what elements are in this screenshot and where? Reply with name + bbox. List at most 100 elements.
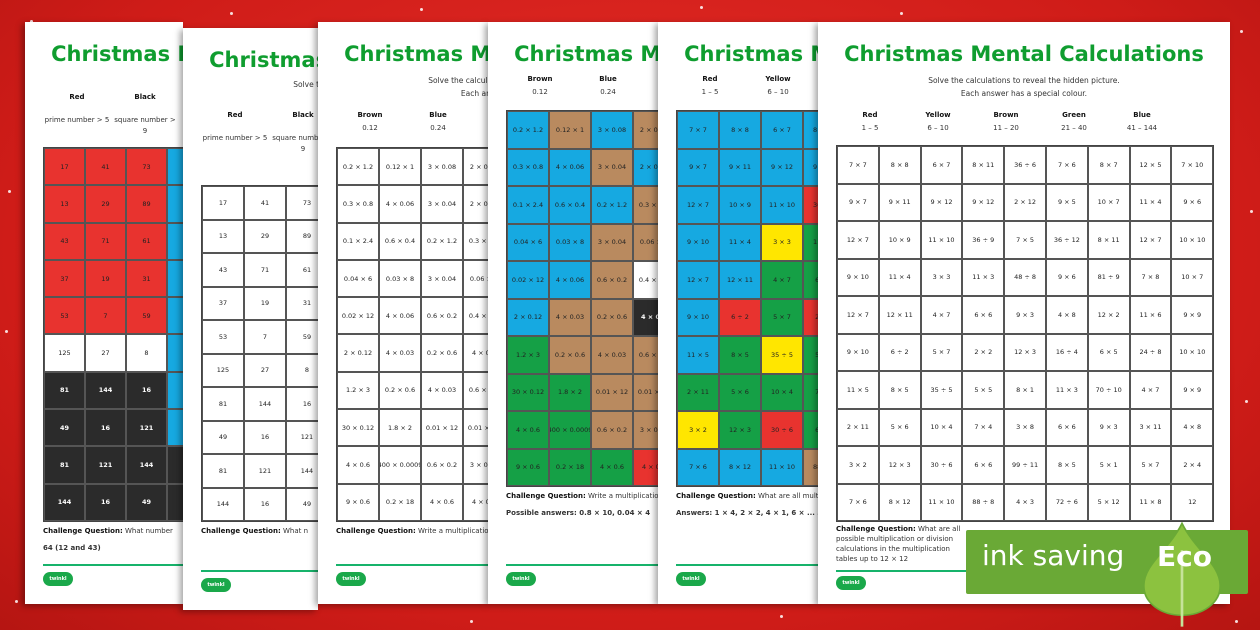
grid-cell: 9 × 3: [1087, 408, 1130, 446]
challenge-label: Challenge Question:: [43, 527, 123, 535]
challenge-text: What are all possible multiplication or …: [836, 525, 961, 563]
grid-cell: 0.1 × 2.4: [507, 186, 549, 224]
twinkl-logo: twinkl: [43, 572, 73, 586]
calculation-grid: 17 41 73 13 29 89 43 71 61 37 19 31 53 7 59 125 27 8 81 144…: [201, 185, 318, 522]
grid-cell: 6 × 6: [803, 411, 818, 449]
grid-cell: 12 × 3: [719, 411, 761, 449]
grid-cell: 7 × 6: [1045, 146, 1088, 184]
grid-cell: 125: [202, 353, 244, 387]
grid-cell: [167, 409, 183, 447]
instructions-line: Solve the calculations to reveal the hid…: [928, 76, 1120, 85]
colour-range: 6 – 10: [927, 124, 949, 132]
challenge-label: Challenge Question:: [836, 525, 916, 533]
challenge-text: What number: [125, 527, 173, 535]
instructions-line: Solve the calculations to reveal the hid…: [293, 80, 318, 89]
colour-name: Yellow: [925, 111, 951, 119]
grid-cell: [167, 222, 183, 260]
grid-cell: 81: [44, 371, 85, 410]
footer-divider: [676, 564, 818, 566]
grid-cell: 37: [202, 286, 244, 320]
grid-cell: 12 × 7: [677, 261, 719, 299]
worksheet-title: Christmas Mental Calculations: [684, 42, 818, 66]
grid-cell: 4 × 0.06: [549, 148, 591, 186]
grid-cell: 6 × 6: [962, 446, 1005, 484]
calculation-grid: 7 × 78 × 86 × 78 × 119 × 79 × 119 × 129 …: [676, 110, 818, 487]
grid-cell: 17: [202, 186, 244, 220]
grid-cell: 4 × 3: [1004, 483, 1046, 521]
grid-cell: 0.2 × 0.6: [421, 334, 463, 372]
challenge-question: Challenge Question: What are all multipl…: [676, 490, 818, 520]
worksheet-title: Christmas Mental Calculations: [209, 48, 318, 72]
grid-cell: 12: [1171, 483, 1214, 521]
colour-key-item: Red 1 – 5: [676, 72, 744, 98]
grid-cell: 7 × 10: [1171, 146, 1214, 184]
grid-cell: 9 × 10: [677, 298, 719, 336]
grid-cell: 0.4 × 0.5: [463, 297, 488, 335]
grid-cell: 144: [85, 371, 126, 410]
grid-cell: 11 × 3: [1045, 371, 1088, 409]
grid-cell: 49: [126, 483, 167, 521]
footer-divider: [43, 564, 183, 566]
grid-cell: 29: [85, 185, 126, 223]
grid-cell: 0.01 × 12: [463, 409, 488, 447]
challenge-question: Challenge Question: What n: [201, 525, 318, 538]
grid-cell: 4 × 0.03: [549, 298, 591, 336]
grid-cell: 10 × 4: [761, 373, 803, 411]
grid-cell: 11 × 8: [1129, 483, 1172, 521]
worksheet-sheet-tables-coloured[interactable]: Christmas Mental Calculations Red 1 – 5 Yel…: [658, 22, 818, 604]
grid-cell: 81: [202, 454, 244, 488]
grid-cell: 6 × 7: [920, 146, 963, 184]
grid-cell: 0.6 × 0.2: [421, 446, 463, 484]
grid-cell: 4 × 8: [1171, 408, 1214, 446]
challenge-text: What are all multiplication tables up to…: [758, 492, 818, 500]
grid-cell: 16: [244, 487, 286, 521]
grid-cell: 0.3 × 0.4: [633, 186, 658, 224]
grid-cell: 49: [286, 487, 318, 521]
grid-cell: 144: [126, 446, 167, 484]
grid-cell: 5 × 5: [803, 336, 818, 374]
grid-cell: 5 × 7: [920, 333, 963, 371]
grid-cell: 59: [286, 320, 318, 354]
grid-cell: 36 ÷ 9: [803, 186, 818, 224]
grid-cell: 2 × 0.12: [337, 334, 379, 372]
worksheet-sheet-primes-coloured[interactable]: Christmas Mental Calculations Red prime nu…: [25, 22, 183, 604]
grid-cell: 9 × 10: [837, 333, 879, 371]
grid-cell: 70 ÷ 10: [1087, 371, 1130, 409]
grid-cell: 121: [85, 446, 126, 484]
grid-cell: 8 × 5: [719, 336, 761, 374]
worksheet-sheet-decimals-coloured[interactable]: Christmas Mental Calculations Brown 0.12 Bl…: [488, 22, 658, 604]
grid-cell: 0.6 × 0.4: [549, 186, 591, 224]
grid-cell: 2 × 2: [803, 298, 818, 336]
grid-cell: 400 × 0.0009: [379, 446, 421, 484]
colour-key-item: Red 1 – 5: [836, 108, 904, 134]
colour-range: 0.12: [532, 88, 548, 96]
grid-cell: 8: [126, 334, 167, 372]
grid-cell: 0.2 × 1.2: [337, 148, 379, 186]
worksheet-sheet-primes-blank[interactable]: Christmas Mental Calculations Solve the c…: [183, 28, 318, 610]
colour-key-item: Green 21 – 40: [1040, 108, 1108, 134]
worksheet-sheet-tables-blank[interactable]: Christmas Mental Calculations Solve the c…: [818, 22, 1230, 604]
snowflake: [1240, 30, 1243, 33]
calculation-grid: 17 41 73 13 29 89 43 71 61 37 19 31 53 7 59 125 27 8 81 144…: [43, 147, 183, 522]
grid-cell: [167, 371, 183, 410]
grid-cell: 6 × 5: [1087, 333, 1130, 371]
grid-cell: 4 × 7: [761, 261, 803, 299]
grid-cell: [167, 148, 183, 186]
colour-name: Red: [69, 93, 85, 101]
grid-cell: 4 × 0.06: [379, 185, 421, 223]
grid-cell: 9 × 12: [761, 148, 803, 186]
challenge-answer: Possible answers: 0.8 × 10, 0.04 × 4: [506, 509, 651, 517]
grid-cell: 61: [286, 253, 318, 287]
footer-divider: [506, 564, 658, 566]
grid-cell: 12 × 7: [837, 296, 879, 334]
grid-cell: 8 × 7: [1087, 146, 1130, 184]
grid-cell: 9 × 12: [962, 183, 1005, 221]
grid-cell: 8 × 11: [1087, 221, 1130, 259]
grid-cell: 30 ÷ 6: [761, 411, 803, 449]
grid-cell: 9 × 6: [1045, 258, 1088, 296]
worksheet-sheet-decimals-blank[interactable]: Christmas Mental Calculations Solve the c…: [318, 22, 488, 604]
grid-cell: 2 × 0.06: [463, 148, 488, 186]
grid-cell: 9 × 7: [677, 148, 719, 186]
grid-cell: 73: [126, 148, 167, 186]
